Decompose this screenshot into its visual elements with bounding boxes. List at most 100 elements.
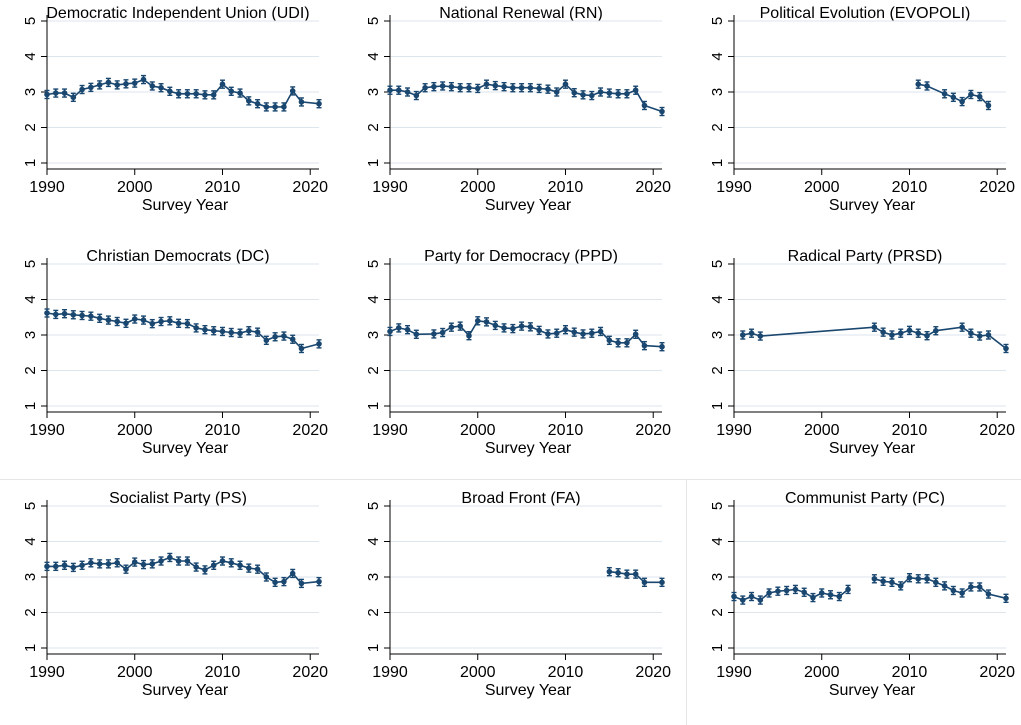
chart-title: Party for Democracy (PPD) (424, 248, 618, 265)
data-point (474, 85, 481, 92)
data-point (44, 91, 50, 98)
y-tick-label: 2 (709, 123, 726, 131)
y-tick-label: 5 (22, 17, 39, 25)
x-axis-label: Survey Year (485, 682, 572, 699)
data-point (739, 332, 746, 338)
data-point (985, 102, 992, 109)
data-point (897, 583, 904, 589)
data-point (448, 324, 455, 330)
series-line (46, 312, 320, 350)
data-point (915, 81, 922, 87)
data-point (431, 83, 437, 90)
x-tick-label: 1990 (29, 664, 65, 681)
data-point (632, 87, 639, 94)
chart-title: Political Evolution (EVOPOLI) (760, 5, 971, 22)
data-point (219, 558, 226, 564)
y-tick-label: 5 (22, 260, 39, 268)
data-point (431, 331, 437, 337)
x-tick-label: 1990 (29, 422, 65, 439)
data-point (518, 323, 525, 329)
data-point (149, 320, 156, 327)
data-point (52, 563, 59, 570)
data-point (316, 578, 322, 585)
data-point (439, 329, 446, 336)
data-point (810, 594, 816, 601)
data-point (783, 587, 790, 594)
x-tick-label: 2000 (804, 179, 840, 196)
data-point (422, 84, 428, 91)
x-tick-label: 2010 (892, 422, 928, 439)
x-tick-label: 2010 (548, 664, 584, 681)
data-point (597, 89, 604, 95)
data-point (562, 326, 569, 333)
series-line (47, 556, 320, 585)
y-tick-label: 5 (365, 260, 382, 268)
data-point (448, 83, 455, 90)
chart-title: National Renewal (RN) (439, 5, 603, 22)
x-axis-label: Survey Year (142, 440, 229, 457)
y-tick-label: 4 (365, 295, 382, 303)
data-point (219, 328, 226, 335)
data-point (527, 84, 534, 91)
x-tick-label: 2000 (804, 664, 840, 681)
data-point (889, 579, 895, 586)
data-point (818, 590, 825, 596)
y-tick-label: 3 (365, 88, 382, 96)
data-point (131, 80, 138, 86)
data-point (624, 340, 630, 346)
y-tick-label: 4 (22, 52, 39, 60)
y-tick-label: 3 (22, 573, 39, 581)
data-point (184, 558, 191, 564)
data-point (880, 578, 886, 585)
data-point (836, 593, 843, 600)
data-point (439, 83, 446, 89)
chart-title: Socialist Party (PS) (109, 490, 247, 507)
data-point (775, 588, 781, 594)
data-point (589, 330, 595, 337)
data-point (193, 564, 199, 570)
chart-title: Radical Party (PRSD) (788, 248, 943, 265)
y-tick-label: 5 (709, 502, 726, 510)
data-point (202, 326, 208, 333)
chart-title: Broad Front (FA) (461, 490, 580, 507)
x-axis-label: Survey Year (142, 682, 229, 699)
data-point (289, 88, 296, 94)
data-point (976, 93, 983, 100)
data-point (571, 329, 578, 335)
y-tick-label: 5 (22, 502, 39, 510)
data-point (96, 315, 103, 322)
chart-panel-0: Democratic Independent Union (UDI) 1 2 3 4 5 1… (22, 5, 328, 214)
data-point (871, 575, 878, 582)
chart-panel-8: Communist Party (PC) 1 2 3 4 5 1990 2000 2010 202… (709, 490, 1015, 699)
data-point (52, 90, 59, 96)
x-tick-label: 2020 (979, 179, 1015, 196)
data-point (915, 330, 922, 337)
y-tick-label: 2 (709, 608, 726, 616)
data-point (210, 562, 217, 569)
data-point (158, 558, 164, 564)
data-point (272, 333, 278, 340)
data-point (254, 100, 261, 107)
data-point (889, 332, 895, 338)
x-tick-label: 2000 (804, 422, 840, 439)
data-point (228, 88, 235, 95)
data-point (562, 81, 569, 87)
data-point (659, 343, 665, 350)
data-point (316, 341, 322, 347)
data-point (483, 81, 490, 87)
y-tick-label: 4 (709, 52, 726, 60)
data-point (624, 571, 630, 577)
data-point (792, 586, 799, 593)
data-point (149, 83, 156, 89)
x-axis-label: Survey Year (485, 440, 572, 457)
x-tick-label: 2000 (460, 179, 496, 196)
data-point (149, 561, 156, 567)
chart-panel-3: Christian Democrats (DC) 1 2 3 4 5 1990 2000 201… (22, 248, 328, 457)
x-tick-label: 2020 (979, 422, 1015, 439)
data-point (44, 310, 50, 316)
x-tick-label: 2000 (117, 422, 153, 439)
data-point (510, 325, 516, 332)
data-point (404, 326, 411, 333)
panel-separator-horizontal (0, 479, 1021, 480)
data-point (632, 571, 639, 577)
